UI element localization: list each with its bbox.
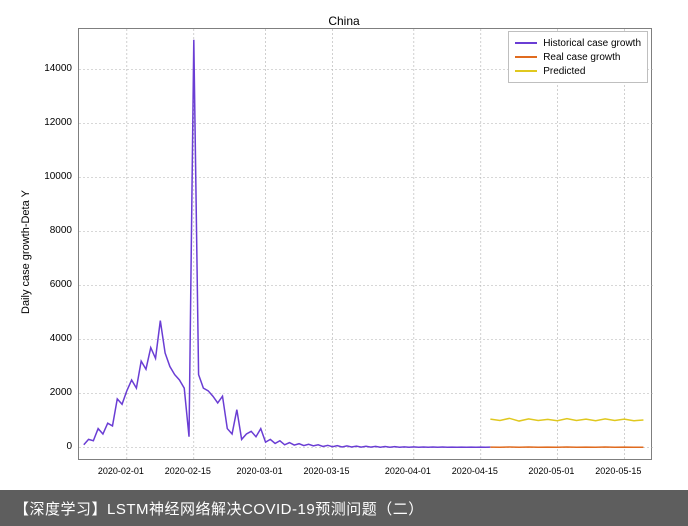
x-tick-label: 2020-05-15 [595,466,641,476]
legend-row: Real case growth [515,50,641,64]
legend-swatch [515,56,537,58]
y-tick-label: 2000 [30,387,72,398]
y-tick-label: 8000 [30,225,72,236]
legend: Historical case growth Real case growth Pr… [508,31,648,83]
x-tick-label: 2020-03-15 [304,466,350,476]
x-tick-label: 2020-05-01 [528,466,574,476]
x-tick-label: 2020-03-01 [237,466,283,476]
legend-label: Predicted [543,66,585,77]
legend-label: Historical case growth [543,38,641,49]
y-tick-label: 6000 [30,279,72,290]
x-tick-label: 2020-02-15 [165,466,211,476]
legend-label: Real case growth [543,52,620,63]
y-tick-label: 14000 [30,63,72,74]
caption-bar: 【深度学习】LSTM神经网络解决COVID-19预测问题（二） [0,490,688,526]
legend-swatch [515,70,537,72]
y-tick-label: 4000 [30,333,72,344]
y-tick-label: 0 [30,441,72,452]
legend-row: Predicted [515,64,641,78]
chart-frame: China Daily case growth-Deta Y Historica… [0,0,688,526]
legend-row: Historical case growth [515,36,641,50]
plot-svg [79,29,653,461]
caption-text: 【深度学习】LSTM神经网络解决COVID-19预测问题（二） [14,498,424,519]
plot-area [78,28,652,460]
y-axis-label: Daily case growth-Deta Y [20,190,32,314]
x-tick-label: 2020-04-01 [385,466,431,476]
chart-title: China [0,14,688,28]
legend-swatch [515,42,537,44]
x-tick-label: 2020-02-01 [98,466,144,476]
y-tick-label: 10000 [30,171,72,182]
y-tick-label: 12000 [30,117,72,128]
x-tick-label: 2020-04-15 [452,466,498,476]
